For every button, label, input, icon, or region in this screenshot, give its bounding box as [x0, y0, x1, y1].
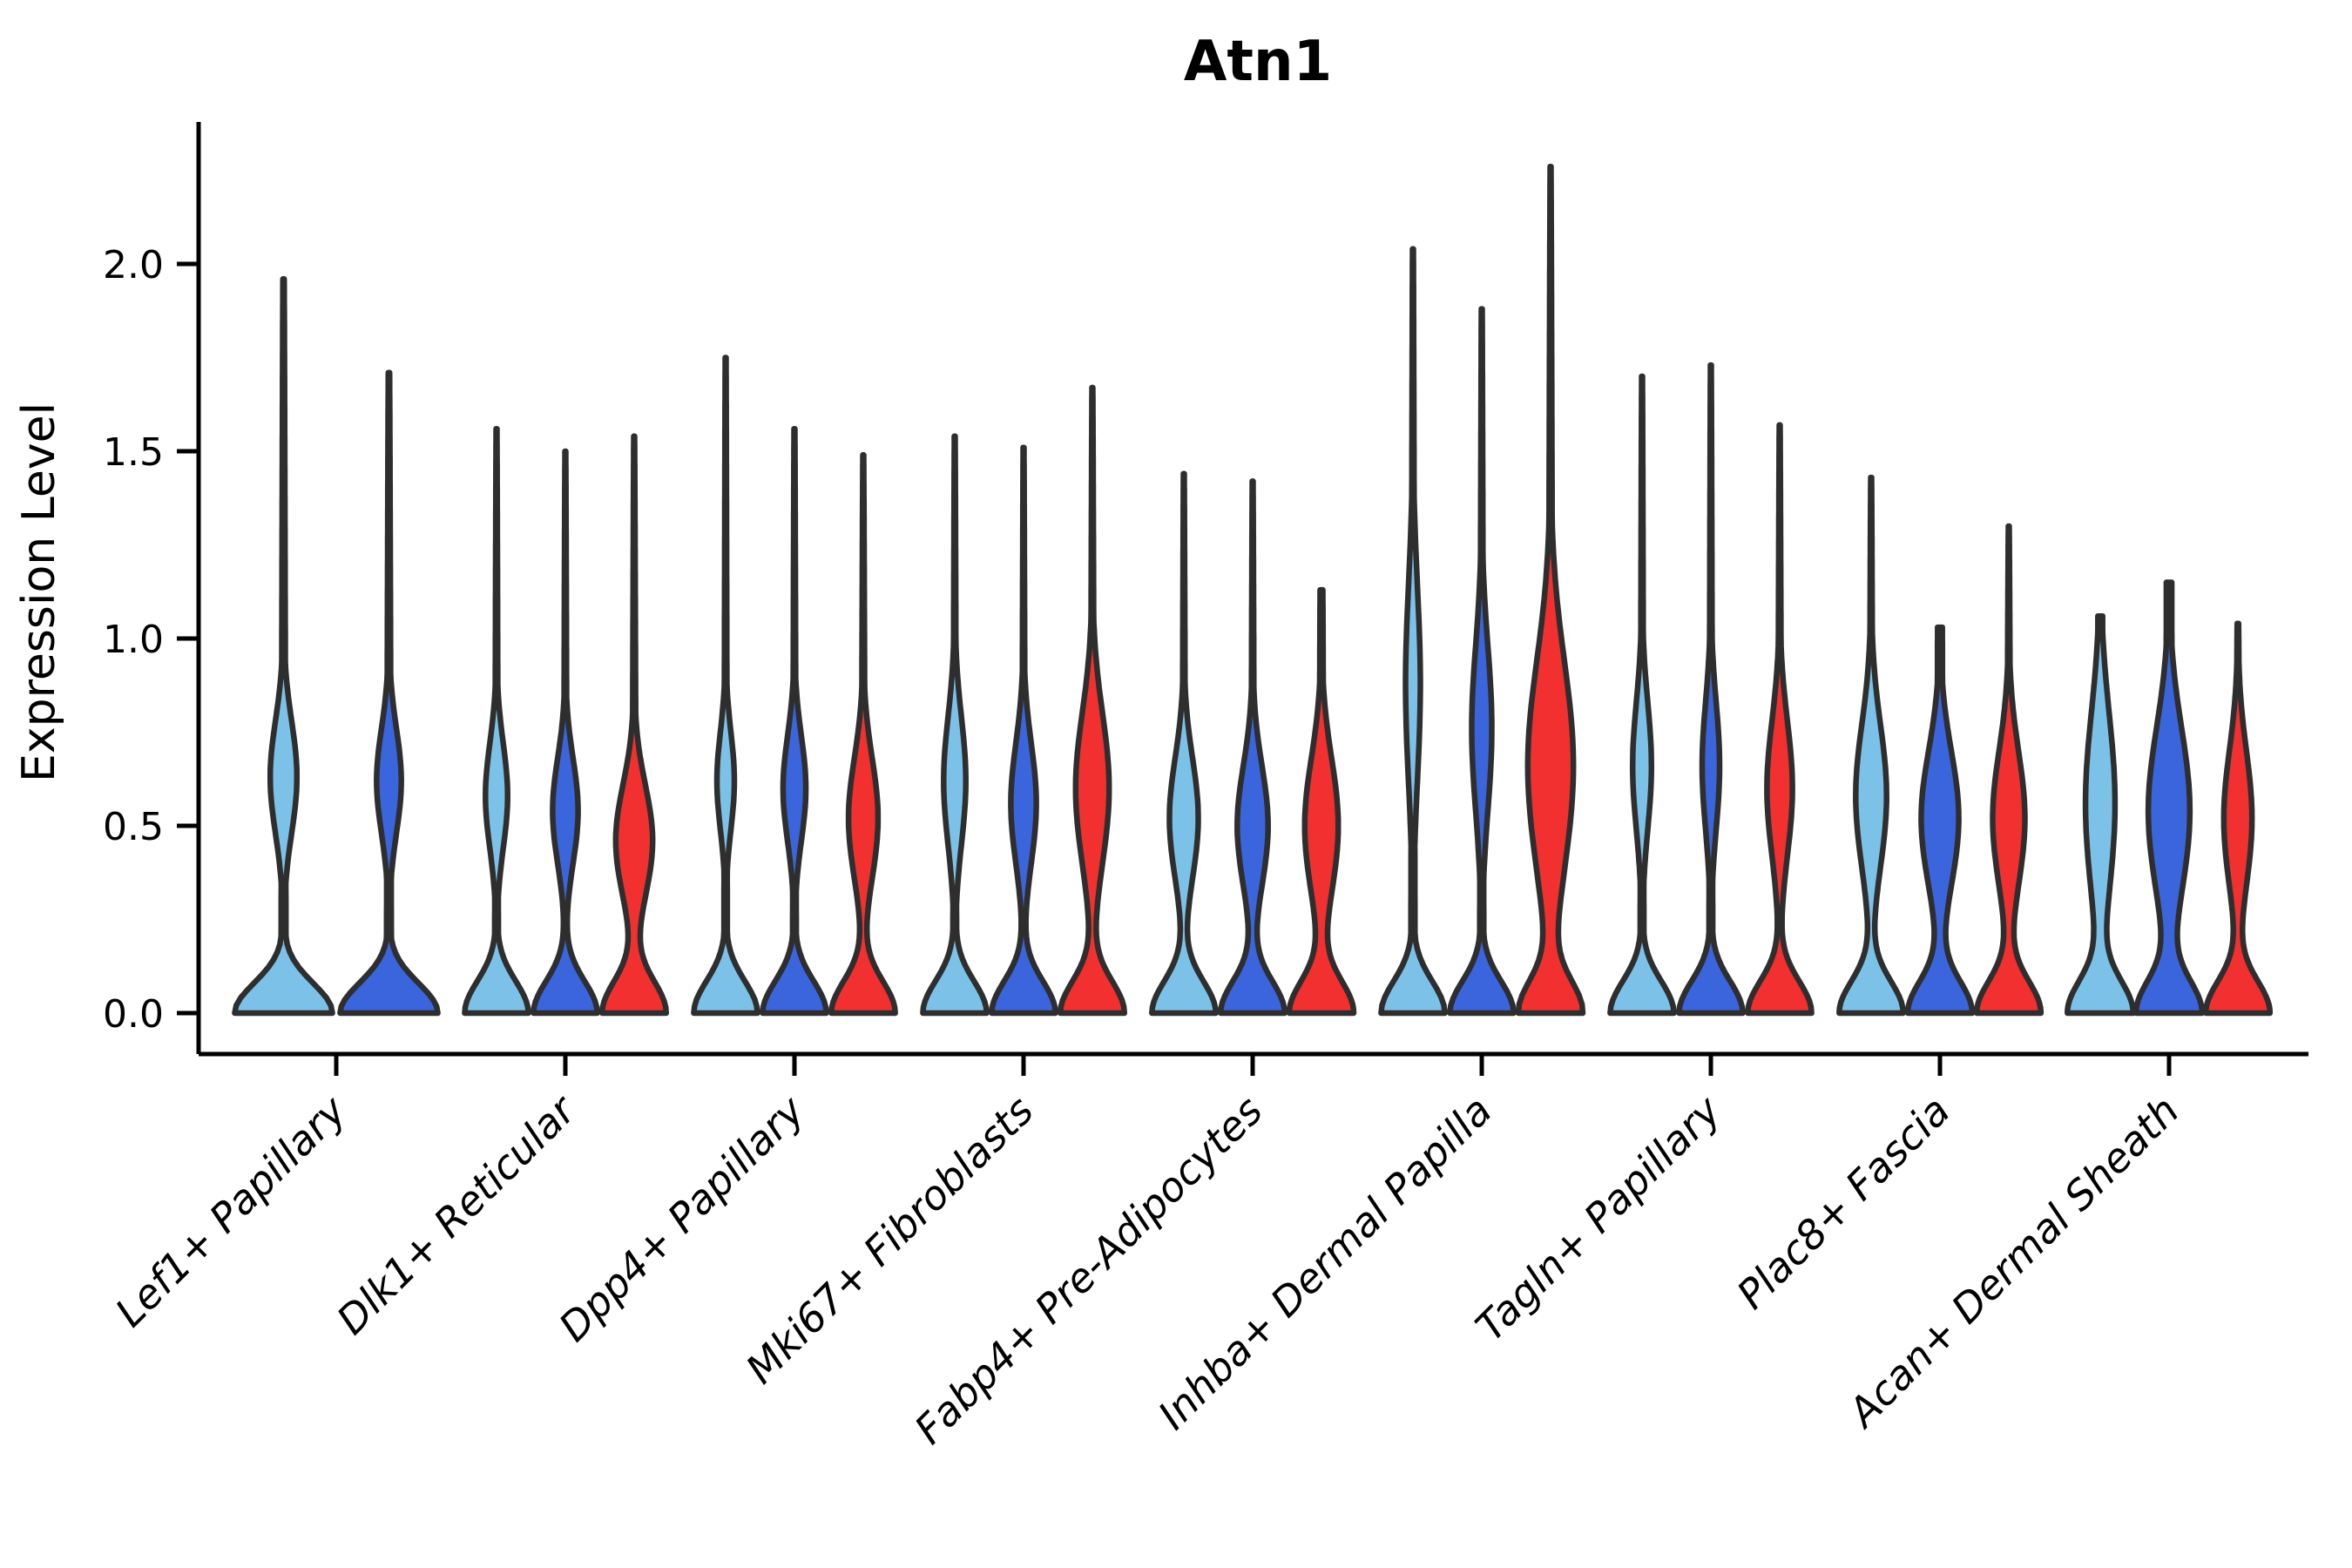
y-tick-label-0.5: 0.5 — [103, 805, 164, 849]
y-tick-label-1.5: 1.5 — [103, 430, 164, 475]
violin-tagln-papillary-light_blue — [1607, 373, 1677, 1017]
x-tick-label-plac8-fascia: Plac8+ Fascia — [1727, 1087, 1958, 1318]
x-tick-label-dlk1-reticular: Dlk1+ Reticular — [328, 1085, 586, 1343]
violin-fabp4-pre-adipocytes-red — [1286, 586, 1357, 1017]
violin-acan-dermal-sheath-red — [2202, 620, 2274, 1017]
x-tick-label-lef1-papillary: Lef1+ Papillary — [106, 1086, 355, 1335]
violin-fabp4-pre-adipocytes-light_blue — [1149, 470, 1219, 1017]
violin-layer — [232, 163, 2274, 1017]
plot-title: Atn1 — [1184, 30, 1332, 94]
violin-dlk1-reticular-light_blue — [462, 425, 531, 1017]
violin-lef1-papillary-light_blue — [232, 275, 335, 1017]
y-tick-label-1.0: 1.0 — [103, 618, 164, 662]
violin-plac8-fascia-red — [1973, 523, 2044, 1017]
violin-tagln-papillary-dark_blue — [1676, 362, 1746, 1017]
violin-plac8-fascia-light_blue — [1836, 474, 1906, 1017]
violin-dlk1-reticular-dark_blue — [531, 448, 600, 1017]
violin-mki67-fibroblasts-dark_blue — [989, 444, 1058, 1017]
violin-inhba-dermal-papilla-red — [1515, 163, 1586, 1017]
violin-mki67-fibroblasts-light_blue — [920, 433, 990, 1017]
violin-dlk1-reticular-red — [598, 433, 670, 1017]
y-tick-layer: 0.0 0.5 1.0 1.5 2.0 — [103, 243, 199, 1037]
violin-acan-dermal-sheath-light_blue — [2065, 612, 2136, 1017]
violin-inhba-dermal-papilla-dark_blue — [1447, 306, 1517, 1017]
y-tick-label-0.0: 0.0 — [103, 992, 164, 1037]
y-axis-label: Expression Level — [13, 402, 65, 782]
violin-acan-dermal-sheath-dark_blue — [2133, 579, 2205, 1017]
violin-plac8-fascia-dark_blue — [1904, 624, 1976, 1017]
y-tick-label-2.0: 2.0 — [103, 243, 164, 287]
violin-inhba-dermal-papilla-light_blue — [1378, 246, 1448, 1017]
violin-dpp4-papillary-dark_blue — [760, 425, 829, 1017]
violin-fabp4-pre-adipocytes-dark_blue — [1218, 478, 1288, 1017]
violin-dpp4-papillary-light_blue — [691, 355, 760, 1017]
violin-lef1-papillary-dark_blue — [337, 369, 441, 1017]
violin-dpp4-papillary-red — [828, 452, 898, 1017]
x-tick-label-tagln-papillary: Tagln+ Papillary — [1466, 1086, 1730, 1350]
violin-mki67-fibroblasts-red — [1057, 384, 1128, 1017]
x-tick-label-dpp4-papillary: Dpp4+ Papillary — [550, 1086, 814, 1350]
violin-tagln-papillary-red — [1745, 422, 1815, 1017]
